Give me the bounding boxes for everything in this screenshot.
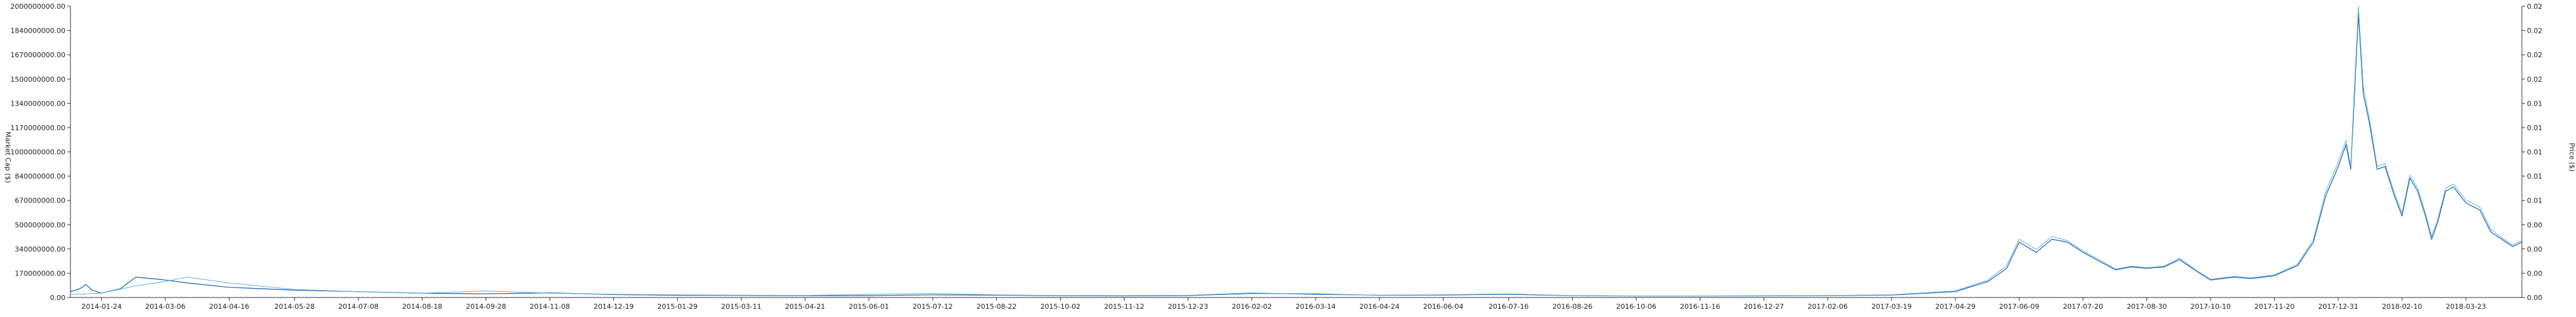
x-tick-label: 2014-01-24 bbox=[82, 303, 122, 311]
x-tick-label: 2016-10-06 bbox=[1616, 303, 1657, 311]
x-tick-label: 2017-04-29 bbox=[1935, 303, 1975, 311]
x-tick-label: 2014-03-06 bbox=[145, 303, 186, 311]
series-layer bbox=[70, 6, 2523, 297]
x-tick-label: 2014-11-08 bbox=[530, 303, 570, 311]
y-left-tick-label: 1340000000.00 bbox=[11, 99, 65, 108]
y-right-tick-label: 0.01 bbox=[2527, 172, 2543, 181]
y-right-tick-label: 0.02 bbox=[2527, 51, 2543, 59]
x-tick-label: 2018-02-10 bbox=[2382, 303, 2422, 311]
y-right-tick-label: 0.02 bbox=[2527, 75, 2543, 84]
y-right-tick-label: 0.00 bbox=[2527, 245, 2543, 253]
x-tick-label: 2015-07-12 bbox=[913, 303, 953, 311]
x-tick-label: 2017-08-30 bbox=[2127, 303, 2167, 311]
y-right-tick-label: 0.01 bbox=[2527, 124, 2543, 132]
y-left-tick-label: 1170000000.00 bbox=[11, 124, 65, 132]
y-right-tick-label: 0.00 bbox=[2527, 221, 2543, 229]
y-right-tick-label: 0.00 bbox=[2527, 294, 2543, 302]
x-tick-label: 2017-06-09 bbox=[1999, 303, 2040, 311]
series-line-2 bbox=[70, 6, 2523, 296]
x-tick-label: 2016-08-26 bbox=[1552, 303, 1592, 311]
y-left-tick-label: 1000000000.00 bbox=[11, 148, 65, 157]
y-left-tick-label: 0.00 bbox=[50, 294, 66, 302]
x-tick-label: 2016-03-14 bbox=[1296, 303, 1336, 311]
x-tick-label: 2015-12-23 bbox=[1168, 303, 1208, 311]
x-tick-label: 2015-03-11 bbox=[721, 303, 762, 311]
x-tick-label: 2017-12-31 bbox=[2318, 303, 2358, 311]
x-tick-label: 2016-11-16 bbox=[1680, 303, 1720, 311]
y-right-tick-label: 0.02 bbox=[2527, 27, 2543, 35]
series-line-1 bbox=[70, 13, 2523, 297]
y-left-tick-label: 1500000000.00 bbox=[11, 75, 65, 84]
x-tick-label: 2015-04-21 bbox=[785, 303, 825, 311]
x-tick-label: 2015-08-22 bbox=[977, 303, 1017, 311]
y-right-tick-label: 0.01 bbox=[2527, 148, 2543, 157]
x-tick-label: 2017-07-20 bbox=[2063, 303, 2103, 311]
x-tick-label: 2016-07-16 bbox=[1489, 303, 1529, 311]
y-right-tick-label: 0.01 bbox=[2527, 99, 2543, 108]
x-tick-label: 2017-11-20 bbox=[2255, 303, 2295, 311]
y-left-tick-label: 2000000000.00 bbox=[11, 3, 65, 11]
x-tick-label: 2014-12-19 bbox=[594, 303, 634, 311]
x-tick-label: 2015-11-12 bbox=[1104, 303, 1145, 311]
y-axis-right-title: Price ($) bbox=[2568, 143, 2576, 172]
axes-layer: 0.00 170000000.00 340000000.00 500000000.00… bbox=[11, 3, 2543, 311]
y-left-tick-label: 840000000.00 bbox=[15, 172, 65, 181]
x-tick-label: 2017-02-06 bbox=[1807, 303, 1848, 311]
y-left-tick-label: 500000000.00 bbox=[15, 221, 65, 229]
x-tick-label: 2018-03-23 bbox=[2446, 303, 2486, 311]
x-tick-label: 2015-01-29 bbox=[657, 303, 697, 311]
x-tick-label: 2014-04-16 bbox=[209, 303, 249, 311]
x-tick-label: 2016-04-24 bbox=[1359, 303, 1399, 311]
y-left-tick-label: 1840000000.00 bbox=[11, 27, 65, 35]
x-tick-label: 2016-02-02 bbox=[1231, 303, 1272, 311]
x-tick-label: 2014-07-08 bbox=[338, 303, 379, 311]
x-tick-label: 2014-05-28 bbox=[274, 303, 314, 311]
y-left-tick-label: 340000000.00 bbox=[15, 245, 65, 253]
y-right-tick-label: 0.01 bbox=[2527, 197, 2543, 205]
y-left-tick-label: 670000000.00 bbox=[15, 197, 65, 205]
x-tick-label: 2015-10-02 bbox=[1040, 303, 1080, 311]
x-tick-label: 2014-08-18 bbox=[402, 303, 442, 311]
y-right-tick-label: 0.00 bbox=[2527, 269, 2543, 277]
x-tick-label: 2017-10-10 bbox=[2190, 303, 2231, 311]
y-left-tick-label: 170000000.00 bbox=[15, 269, 65, 277]
y-right-tick-label: 0.02 bbox=[2527, 3, 2543, 11]
x-tick-label: 2017-03-19 bbox=[1872, 303, 1912, 311]
y-axis-left-title: Market Cap ($) bbox=[4, 131, 12, 183]
y-left-tick-label: 1670000000.00 bbox=[11, 51, 65, 59]
x-tick-label: 2014-09-28 bbox=[466, 303, 506, 311]
x-tick-label: 2015-06-01 bbox=[849, 303, 889, 311]
x-tick-label: 2016-12-27 bbox=[1744, 303, 1784, 311]
x-tick-label: 2016-06-04 bbox=[1423, 303, 1463, 311]
